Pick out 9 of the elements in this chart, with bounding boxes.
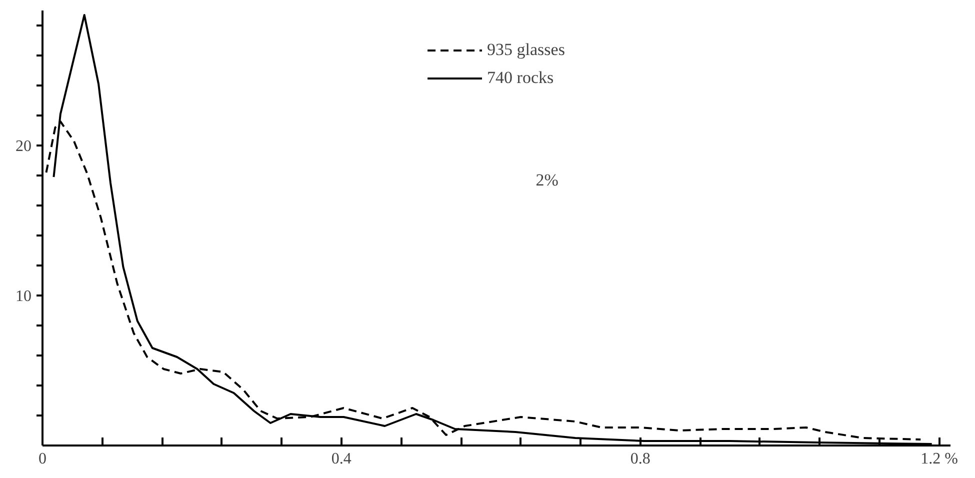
x-tick-label: 0.8 xyxy=(630,450,650,468)
annotation: 2% xyxy=(536,170,558,190)
y-tick-label: 10 xyxy=(16,288,32,305)
x-tick-label: 0 xyxy=(38,450,46,468)
x-tick-label: 0.4 xyxy=(331,450,352,468)
y-tick-label: 20 xyxy=(16,138,32,155)
x-tick-label: 1.2 % xyxy=(920,450,958,468)
legend-label: 740 rocks xyxy=(487,68,554,88)
legend-label: 935 glasses xyxy=(487,40,565,60)
